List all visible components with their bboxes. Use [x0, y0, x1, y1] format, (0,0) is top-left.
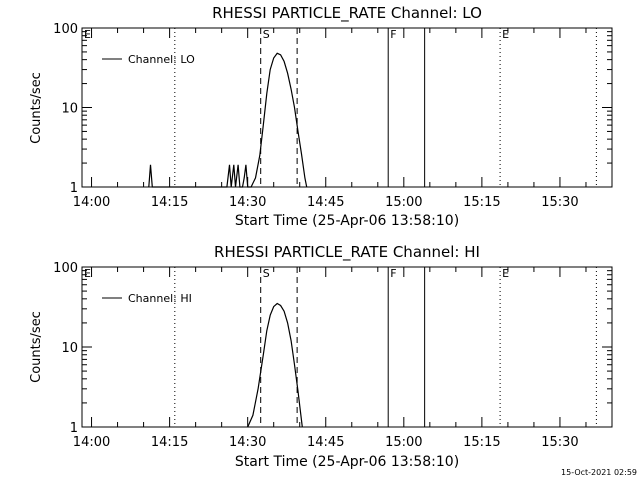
series-line — [148, 52, 308, 188]
footer-timestamp: 15-Oct-2021 02:59 — [561, 468, 637, 477]
x-tick-label: 15:15 — [463, 435, 500, 450]
x-tick-label: 15:00 — [385, 435, 422, 450]
event-label: E — [502, 28, 509, 41]
legend-label: Channel: LO — [128, 53, 195, 66]
x-tick-label: 14:45 — [307, 435, 344, 450]
y-axis-title: Counts/sec — [29, 72, 44, 144]
x-tick-label: 15:30 — [541, 435, 578, 450]
chart-title: RHESSI PARTICLE_RATE Channel: HI — [214, 243, 480, 262]
event-label: E — [84, 28, 91, 41]
y-tick-label: 1 — [70, 181, 78, 196]
event-label: E — [502, 267, 509, 280]
chart-panel-hi: RHESSI PARTICLE_RATE Channel: HI 1 10 100 14… — [29, 243, 613, 470]
plot-frame — [81, 27, 613, 188]
legend-label: Channel: HI — [128, 292, 192, 305]
series-line — [247, 302, 303, 428]
x-tick-label: 14:00 — [73, 195, 110, 210]
event-label: E — [84, 267, 91, 280]
y-tick-label: 100 — [53, 22, 78, 37]
x-tick-label: 15:15 — [463, 195, 500, 210]
chart-panel-lo: RHESSI PARTICLE_RATE Channel: LO 1 10 100 14… — [29, 4, 613, 229]
y-axis-title: Counts/sec — [29, 311, 44, 383]
x-tick-label: 14:30 — [229, 195, 266, 210]
x-tick-label: 15:00 — [385, 195, 422, 210]
y-tick-label: 10 — [61, 341, 78, 356]
plot-frame — [81, 266, 613, 428]
event-label: S — [263, 28, 270, 41]
event-label: F — [390, 28, 396, 41]
x-axis-title: Start Time (25-Apr-06 13:58:10) — [235, 213, 459, 229]
x-tick-label: 14:30 — [229, 435, 266, 450]
x-axis-title: Start Time (25-Apr-06 13:58:10) — [235, 454, 459, 470]
y-tick-label: 1 — [70, 421, 78, 436]
x-tick-label: 15:30 — [541, 195, 578, 210]
x-tick-label: 14:15 — [151, 195, 188, 210]
chart-title: RHESSI PARTICLE_RATE Channel: LO — [212, 4, 482, 23]
x-tick-label: 14:15 — [151, 435, 188, 450]
y-tick-label: 100 — [53, 261, 78, 276]
x-tick-label: 14:45 — [307, 195, 344, 210]
x-tick-label: 14:00 — [73, 435, 110, 450]
event-label: F — [390, 267, 396, 280]
event-label: S — [263, 267, 270, 280]
y-tick-label: 10 — [61, 102, 78, 117]
